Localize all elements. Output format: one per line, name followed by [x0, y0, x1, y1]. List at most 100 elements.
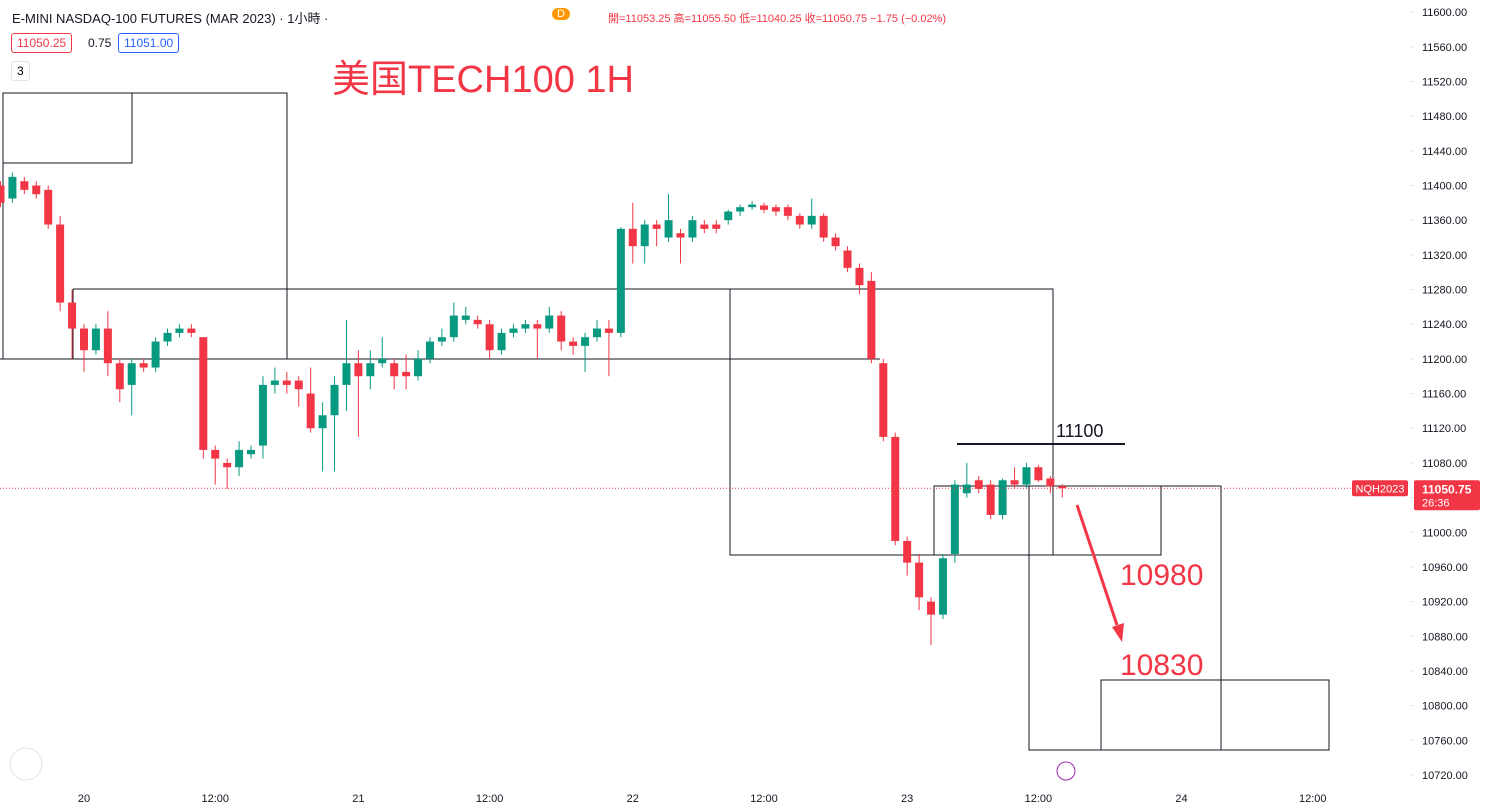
- symbol-tag-label: NQH2023: [1356, 483, 1405, 495]
- candle-body: [915, 562, 924, 598]
- countdown: 26:36: [1422, 497, 1450, 509]
- y-tick-label: 11080.00: [1422, 458, 1467, 470]
- candle-body: [652, 224, 661, 229]
- y-tick-label: 11240.00: [1422, 319, 1467, 331]
- candle-body: [68, 302, 77, 329]
- candle-body: [557, 315, 566, 342]
- candle-body: [103, 328, 112, 364]
- y-tick-label: 10840.00: [1422, 666, 1468, 678]
- y-tick-label: 11480.00: [1422, 111, 1467, 123]
- y-tick-label: 11200.00: [1422, 354, 1467, 366]
- candle-body: [1010, 480, 1019, 485]
- candle-body: [509, 328, 518, 333]
- candle-body: [879, 363, 888, 437]
- candle-body: [581, 337, 590, 346]
- candle-body: [783, 207, 792, 216]
- candle-body: [962, 484, 971, 494]
- candle-body: [736, 207, 745, 212]
- candle-body: [569, 341, 578, 346]
- candle-body: [1046, 478, 1055, 487]
- candle-body: [1022, 467, 1031, 485]
- candle-body: [700, 224, 709, 229]
- y-tick-label: 11000.00: [1422, 527, 1467, 539]
- annotation: 11100: [1056, 421, 1103, 441]
- y-tick-label: 11440.00: [1422, 146, 1467, 158]
- y-tick-label: 11520.00: [1422, 76, 1467, 88]
- candle-body: [258, 384, 267, 446]
- candle-body: [616, 228, 625, 333]
- candle-body: [330, 384, 339, 416]
- candle-body: [223, 462, 232, 468]
- candle-body: [771, 207, 780, 212]
- candle-body: [604, 328, 613, 333]
- candle-body: [795, 215, 804, 225]
- plot: [0, 172, 1067, 645]
- candle-body: [485, 324, 494, 351]
- candle-body: [521, 324, 530, 329]
- y-tick-label: 11360.00: [1422, 215, 1467, 227]
- bid[interactable]: 11050.25: [11, 33, 73, 53]
- x-tick-label: 12:00: [1299, 793, 1327, 805]
- candle-body: [676, 233, 685, 238]
- candle-body: [115, 363, 124, 390]
- candle-body: [640, 224, 649, 247]
- candle-body: [390, 363, 399, 377]
- candle-body: [748, 204, 757, 208]
- candle-body: [378, 358, 387, 364]
- button[interactable]: [9, 747, 43, 781]
- candle-body: [449, 315, 458, 338]
- candle-body: [891, 436, 900, 541]
- candle-body: [247, 449, 256, 455]
- symbol-tag: [1352, 480, 1408, 497]
- candle-body: [402, 371, 411, 377]
- candle-body: [760, 205, 769, 210]
- candle-body: [664, 220, 673, 238]
- candle-body: [0, 185, 5, 203]
- candle-body: [20, 181, 29, 190]
- x-tick-label: 23: [901, 793, 913, 805]
- x-tick-label: 12:00: [201, 793, 229, 805]
- indicator: D: [552, 8, 570, 20]
- y-tick-label: 11400.00: [1422, 181, 1467, 193]
- candle-body: [270, 380, 279, 385]
- y-tick-label: 10800.00: [1422, 701, 1468, 713]
- candle-body: [807, 215, 816, 225]
- symbol[interactable]: E-MINI NASDAQ-100 FUTURES (MAR 2023) · 1…: [12, 11, 329, 26]
- candle-body: [461, 315, 470, 320]
- event-icon[interactable]: [1056, 761, 1076, 781]
- y-tick-label: 11600.00: [1422, 7, 1467, 19]
- candle-body: [927, 601, 936, 615]
- candle-body: [235, 449, 244, 468]
- candle-body: [545, 315, 554, 329]
- candle-body: [175, 328, 184, 333]
- chart-title: 美国TECH100 1H: [332, 59, 634, 101]
- price-tag: [1414, 480, 1480, 511]
- y-tick-label: 10720.00: [1422, 770, 1468, 782]
- candle-body: [497, 332, 506, 351]
- y-tick-label: 10960.00: [1422, 562, 1468, 574]
- candle-body: [938, 558, 947, 615]
- zone-box: [729, 288, 1054, 556]
- candle-body: [819, 215, 828, 238]
- candle-body: [211, 449, 220, 459]
- candle-body: [44, 189, 53, 225]
- candle-body: [867, 280, 876, 359]
- arrow: [1075, 504, 1119, 626]
- x-tick-label: 12:00: [476, 793, 504, 805]
- candle-body: [950, 484, 959, 554]
- candle-body: [306, 393, 315, 429]
- x-tick-label: 12:00: [1025, 793, 1053, 805]
- studies-toggle[interactable]: 3: [11, 61, 30, 81]
- candle-body: [91, 328, 100, 351]
- zone-box: [1028, 485, 1222, 751]
- arrow-head: [1112, 623, 1124, 642]
- x-tick-label: 12:00: [750, 793, 778, 805]
- ask[interactable]: 11051.00: [118, 33, 180, 53]
- x-tick-label: 21: [352, 793, 364, 805]
- candle-body: [843, 250, 852, 268]
- zone-box: [933, 485, 1162, 556]
- candle-body: [998, 480, 1007, 515]
- y-tick-label: 10880.00: [1422, 631, 1468, 643]
- x-tick-label: 24: [1175, 793, 1187, 805]
